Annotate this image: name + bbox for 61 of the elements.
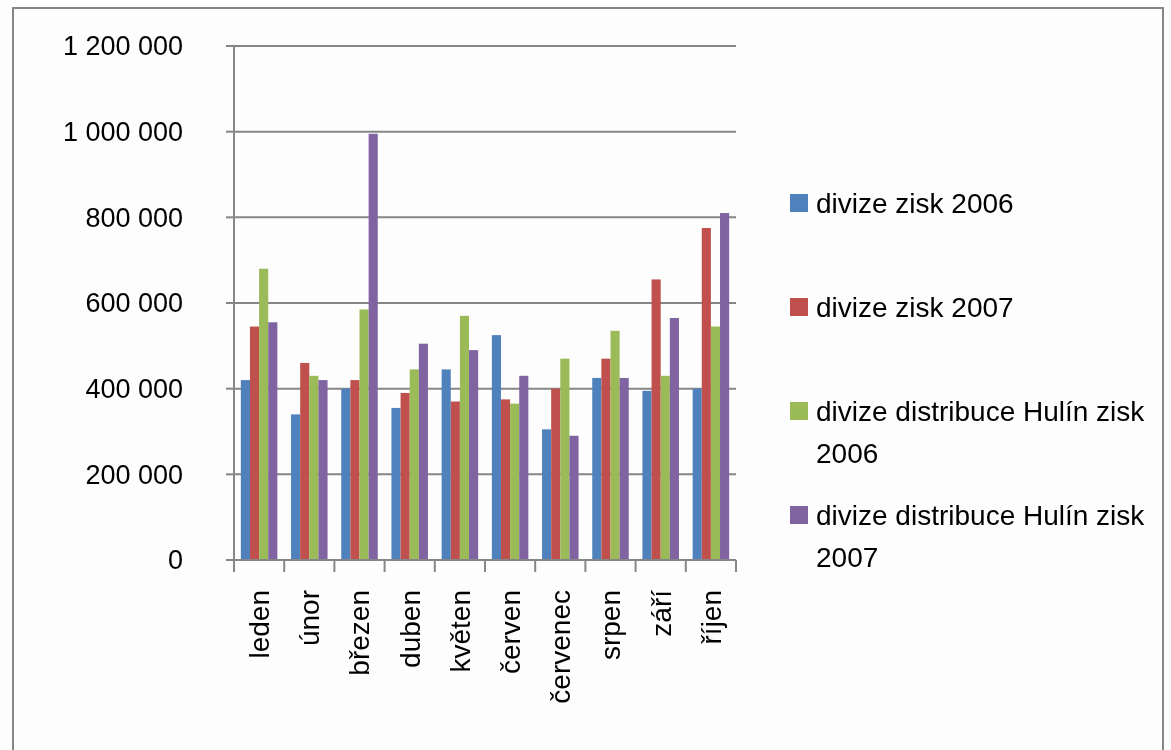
bar bbox=[519, 375, 529, 560]
bar bbox=[350, 380, 360, 560]
bar bbox=[701, 228, 711, 560]
bar bbox=[418, 343, 428, 560]
bar bbox=[459, 315, 470, 560]
bar bbox=[642, 390, 652, 560]
bar bbox=[450, 401, 460, 560]
y-tick-label: 600 000 bbox=[85, 288, 183, 319]
bar bbox=[359, 309, 369, 560]
bar bbox=[610, 330, 620, 560]
bar bbox=[491, 335, 501, 560]
bar bbox=[309, 375, 319, 560]
x-tick-label: říjen bbox=[695, 590, 727, 645]
y-tick-label: 200 000 bbox=[85, 459, 183, 490]
bar bbox=[542, 429, 552, 560]
bar bbox=[560, 358, 570, 560]
bar bbox=[669, 317, 679, 560]
bar bbox=[400, 392, 410, 560]
bar bbox=[469, 350, 479, 560]
legend-label: divize zisk 2007 bbox=[816, 291, 1014, 323]
bar bbox=[551, 388, 561, 560]
y-tick-label: 0 bbox=[167, 545, 183, 576]
y-tick-label: 400 000 bbox=[85, 374, 183, 405]
bar bbox=[720, 213, 730, 560]
legend-label: divize distribuce Hulín zisk 2007 bbox=[816, 499, 1146, 573]
bar bbox=[710, 326, 721, 560]
x-tick-label: leden bbox=[243, 590, 275, 659]
y-tick-label: 800 000 bbox=[85, 202, 183, 233]
bar bbox=[500, 399, 511, 560]
bar bbox=[692, 388, 702, 560]
bar bbox=[368, 133, 378, 560]
bar bbox=[391, 407, 401, 560]
bar bbox=[441, 369, 451, 560]
bar bbox=[592, 377, 602, 560]
bar bbox=[341, 388, 351, 560]
bar bbox=[569, 435, 579, 560]
bar bbox=[619, 377, 629, 560]
x-tick-label: červen bbox=[494, 590, 526, 675]
x-tick-label: květen bbox=[444, 590, 476, 673]
x-tick-label: březen bbox=[344, 590, 376, 676]
bar bbox=[259, 268, 269, 560]
x-tick-label: duben bbox=[394, 590, 426, 668]
bar bbox=[249, 326, 260, 560]
legend-label: divize zisk 2006 bbox=[816, 187, 1014, 219]
bar bbox=[240, 380, 250, 560]
legend-label: divize distribuce Hulín zisk 2006 bbox=[816, 395, 1146, 469]
y-tick-label: 1 200 000 bbox=[62, 31, 183, 62]
x-tick-label: září bbox=[645, 589, 677, 637]
bar bbox=[660, 375, 670, 560]
bar bbox=[318, 380, 328, 560]
x-tick-label: únor bbox=[294, 590, 326, 647]
x-tick-label: srpen bbox=[595, 590, 627, 661]
bar bbox=[601, 358, 611, 560]
x-tick-label: červenec bbox=[545, 590, 577, 704]
bar bbox=[510, 403, 520, 560]
bar bbox=[651, 279, 661, 560]
bar bbox=[300, 362, 310, 560]
bar bbox=[409, 369, 419, 560]
bar bbox=[291, 414, 301, 560]
y-tick-label: 1 000 000 bbox=[62, 117, 183, 148]
bar bbox=[268, 322, 278, 560]
